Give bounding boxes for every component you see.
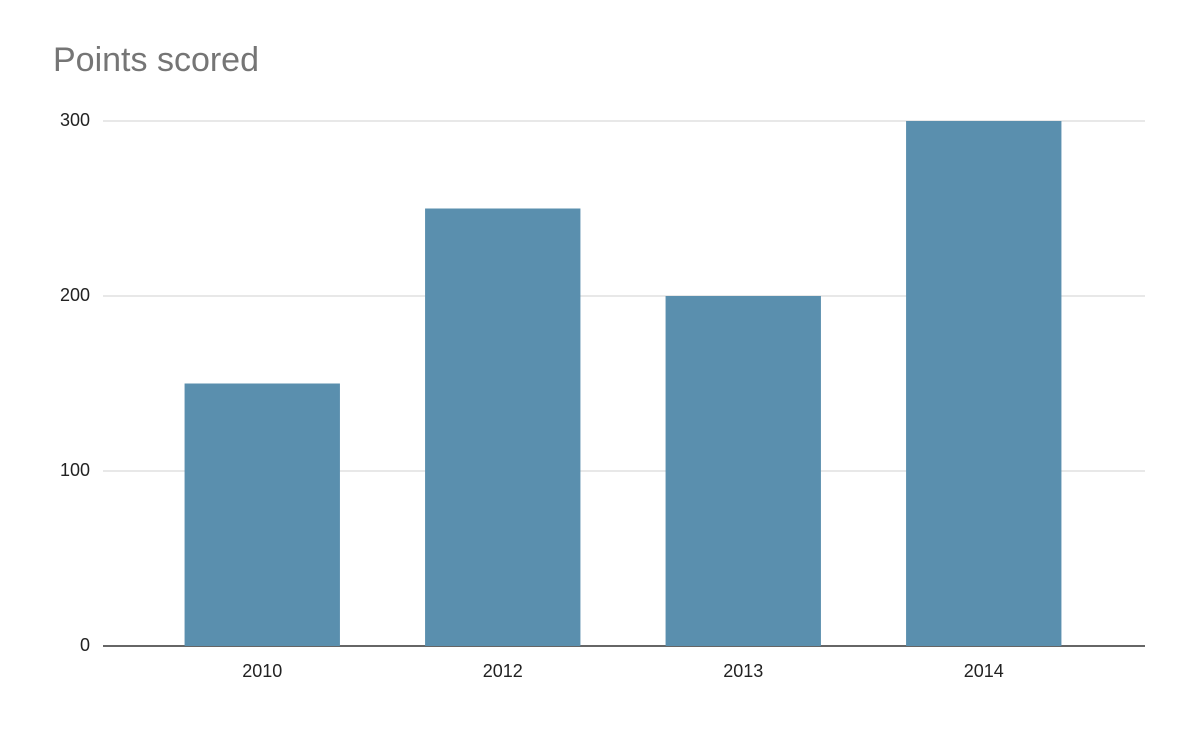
x-tick-label: 2010 (242, 661, 282, 681)
x-tick-label: 2012 (483, 661, 523, 681)
bar (906, 121, 1062, 646)
y-tick-label: 300 (60, 110, 90, 130)
bar (665, 296, 821, 646)
x-tick-label: 2013 (723, 661, 763, 681)
bar (425, 208, 581, 646)
y-tick-label: 200 (60, 285, 90, 305)
chart-title: Points scored (53, 41, 259, 79)
bar (184, 383, 340, 646)
y-tick-label: 0 (80, 635, 90, 655)
y-tick-label: 100 (60, 460, 90, 480)
x-tick-label: 2014 (964, 661, 1004, 681)
